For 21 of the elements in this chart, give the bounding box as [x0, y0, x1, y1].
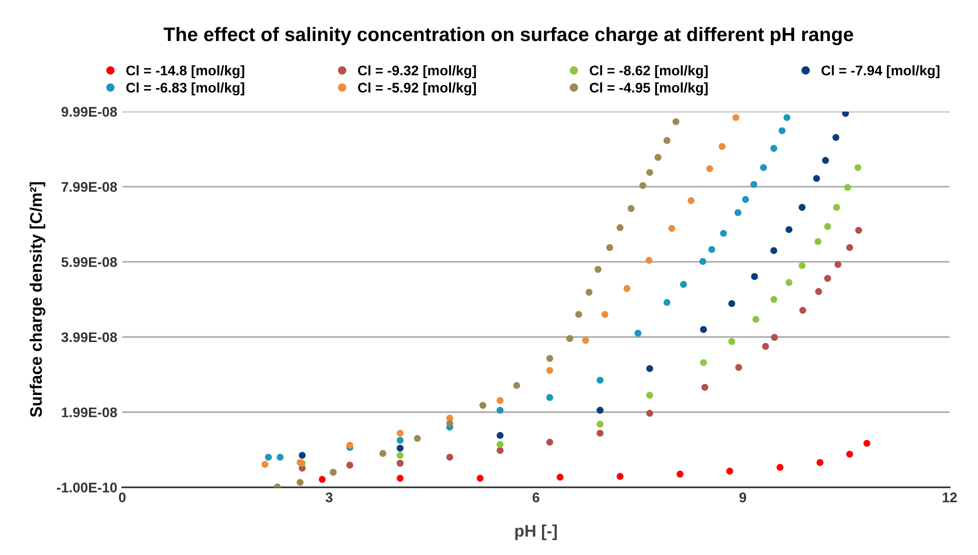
legend-label: Cl = -4.95 [mol/kg]: [590, 82, 708, 96]
x-tick-label: 12: [942, 492, 957, 502]
x-tick-label: 3: [326, 492, 332, 502]
legend-label: Cl = -6.83 [mol/kg]: [126, 82, 244, 96]
x-tick-label: 6: [532, 492, 540, 502]
x-axis-title: pH [-]: [515, 524, 557, 540]
x-tick-label: 0: [118, 492, 126, 502]
legend-label: Cl = -7.94 [mol/kg]: [821, 65, 940, 78]
y-tick-label: 3.99E-08: [61, 332, 117, 342]
y-tick-label: 7.99E-08: [62, 182, 117, 192]
y-tick-label: 1.99E-08: [62, 407, 117, 418]
chart-title: The effect of salinity concentration on surface charge at different pH range: [164, 26, 854, 46]
y-tick-label: -1.00E-10: [56, 482, 117, 492]
legend-label: Cl = -5.92 [mol/kg]: [358, 82, 476, 96]
x-tick-label: 9: [739, 492, 746, 502]
legend-label: Cl = -14.8 [mol/kg]: [126, 65, 244, 78]
legend-label: Cl = -9.32 [mol/kg]: [358, 65, 476, 78]
y-axis-title: Surface charge density [C/m²]: [30, 182, 46, 418]
y-tick-label: 9.99E-08: [62, 106, 117, 117]
y-tick-label: 5.99E-08: [61, 257, 117, 268]
legend-label: Cl = -8.62 [mol/kg]: [590, 65, 708, 78]
